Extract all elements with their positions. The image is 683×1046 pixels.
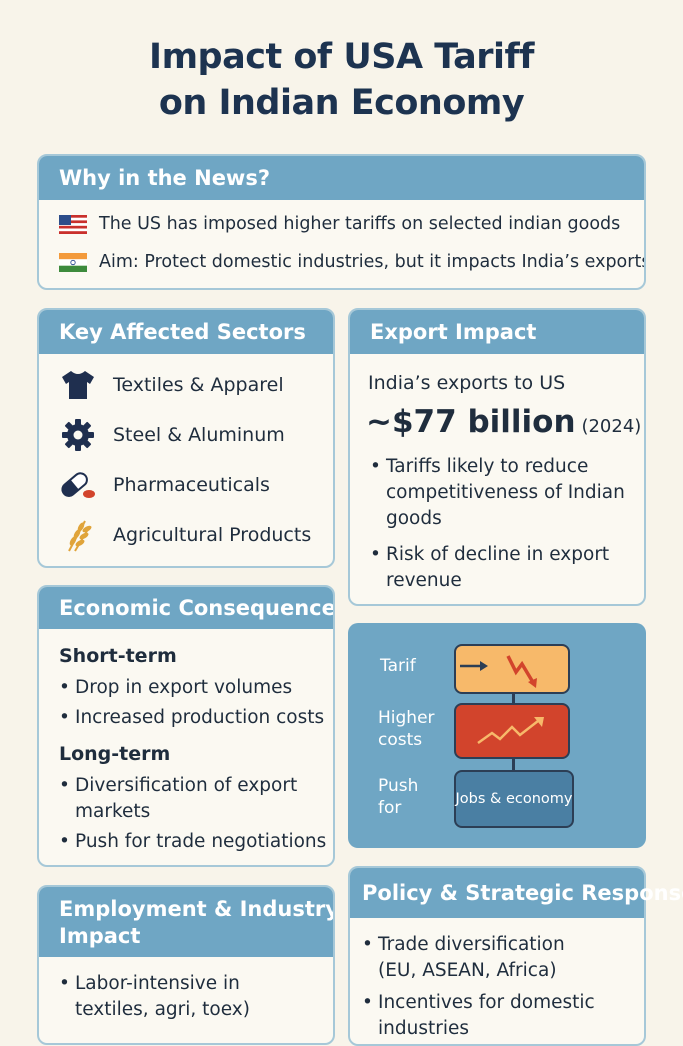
export-amount: ~$77 billion xyxy=(366,404,576,440)
employment-card: Employment & Industry Impact Labor-inten… xyxy=(37,885,335,1045)
export-year: (2024) xyxy=(581,416,642,437)
sector-item-agri: Agricultural Products xyxy=(59,516,311,554)
policy-bullet-2: Incentives for domestic industries xyxy=(362,990,595,1042)
page-title: Impact of USA Tariff on Indian Economy xyxy=(0,34,683,126)
policy-card: Policy & Strategic Response Trade divers… xyxy=(348,866,683,1046)
sector-label-textiles: Textiles & Apparel xyxy=(113,374,284,396)
sector-label-steel: Steel & Aluminum xyxy=(113,424,285,446)
flow-label-tariff: Tarif xyxy=(380,656,416,676)
long-term-bullet-1-line-2: markets xyxy=(75,801,151,822)
consequences-header: Economic Consequences xyxy=(39,587,333,629)
flow-box-jobs-label: Jobs & economy xyxy=(455,791,573,807)
long-term-title: Long-term xyxy=(59,743,171,765)
us-flag-icon xyxy=(59,214,87,234)
title-line-2: on Indian Economy xyxy=(158,83,525,123)
flow-label-push: Push for xyxy=(378,775,418,819)
news-item-india: Aim: Protect domestic industries, but it… xyxy=(59,252,646,272)
decline-arrow-icon xyxy=(460,655,537,688)
news-item-us: The US has imposed higher tariffs on sel… xyxy=(59,214,620,234)
long-term-bullet-2: Push for trade negotiations xyxy=(59,829,326,855)
policy-bullet-2-line-1: Incentives for domestic xyxy=(378,992,595,1013)
news-card: Why in the News? The US has imposed high… xyxy=(37,154,646,290)
export-bullet-2-line-1: Risk of decline in export xyxy=(386,544,610,565)
export-bullet-1-line-1: Tariffs likely to reduce xyxy=(386,456,589,477)
export-bullet-1: Tariffs likely to reduce competitiveness… xyxy=(370,454,625,532)
policy-bullet-1-line-1: Trade diversification xyxy=(378,934,565,955)
employment-header-line-1: Employment & Industry xyxy=(59,897,335,921)
title-line-1: Impact of USA Tariff xyxy=(149,37,534,77)
export-bullet-2-line-2: revenue xyxy=(386,570,462,591)
news-item-text-2: Aim: Protect domestic industries, but it… xyxy=(99,252,646,272)
employment-bullet-1: Labor-intensive in textiles, agri, toex) xyxy=(59,971,250,1023)
employment-header-line-2: Impact xyxy=(59,924,141,948)
sectors-header: Key Affected Sectors xyxy=(39,310,333,354)
sector-label-agri: Agricultural Products xyxy=(113,524,312,546)
employment-bullet-1-line-1: Labor-intensive in xyxy=(75,973,240,994)
policy-bullet-1-line-2: (EU, ASEAN, Africa) xyxy=(378,960,557,981)
short-term-bullet-2: Increased production costs xyxy=(59,705,324,731)
policy-header: Policy & Strategic Response xyxy=(350,868,683,918)
flow-label-push-line-1: Push xyxy=(378,776,419,796)
india-flag-icon xyxy=(59,252,87,272)
consequences-card: Economic Consequences Short-term Drop in… xyxy=(37,585,335,867)
flow-box-tariff xyxy=(454,644,570,694)
employment-header: Employment & Industry Impact xyxy=(39,887,333,957)
sector-item-steel: Steel & Aluminum xyxy=(59,416,285,454)
export-intro: India’s exports to US xyxy=(368,372,566,394)
sector-label-pharma: Pharmaceuticals xyxy=(113,474,270,496)
news-item-text-1: The US has imposed higher tariffs on sel… xyxy=(99,214,621,234)
flow-panel: Tarif Higher costs Push for Jobs & econo… xyxy=(348,623,646,848)
flow-box-costs xyxy=(454,703,570,759)
flow-label-costs-line-2: costs xyxy=(378,730,423,750)
export-card: Export Impact India’s exports to US ~$77… xyxy=(348,308,646,606)
short-term-title: Short-term xyxy=(59,645,177,667)
rising-costs-icon xyxy=(477,717,544,745)
export-bullet-1-line-2: competitiveness of Indian xyxy=(386,482,625,503)
policy-bullet-2-line-2: industries xyxy=(378,1018,469,1039)
gear-icon xyxy=(59,416,97,454)
sector-item-pharma: Pharmaceuticals xyxy=(59,466,270,504)
flow-label-push-line-2: for xyxy=(378,798,402,818)
export-bullet-2: Risk of decline in export revenue xyxy=(370,542,610,594)
export-header: Export Impact xyxy=(350,310,644,354)
export-bullet-1-line-3: goods xyxy=(386,508,442,529)
policy-bullet-1: Trade diversification (EU, ASEAN, Africa… xyxy=(362,932,565,984)
employment-bullet-1-line-2: textiles, agri, toex) xyxy=(75,999,250,1020)
wheat-icon xyxy=(59,516,97,554)
tshirt-icon xyxy=(59,366,97,404)
flow-label-costs: Higher costs xyxy=(378,707,435,751)
sectors-card: Key Affected Sectors Textiles & Apparel xyxy=(37,308,335,568)
flow-label-costs-line-1: Higher xyxy=(378,708,435,728)
flow-box-jobs: Jobs & economy xyxy=(454,770,574,828)
export-amount-row: ~$77 billion (2024) xyxy=(366,402,641,447)
pill-icon xyxy=(59,466,97,504)
news-header: Why in the News? xyxy=(39,156,644,200)
sector-item-textiles: Textiles & Apparel xyxy=(59,366,284,404)
short-term-bullet-1: Drop in export volumes xyxy=(59,675,292,701)
long-term-bullet-1: Diversification of export markets xyxy=(59,773,298,825)
long-term-bullet-1-line-1: Diversification of export xyxy=(75,775,298,796)
